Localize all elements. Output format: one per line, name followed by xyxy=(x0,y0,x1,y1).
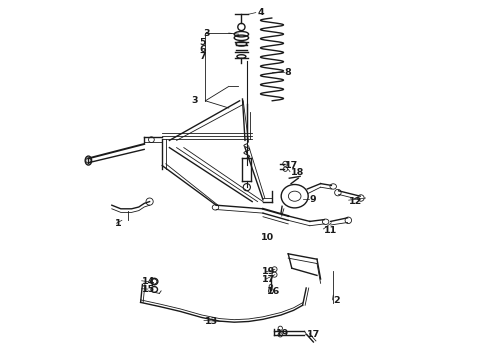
Text: 15: 15 xyxy=(143,285,155,294)
Text: 11: 11 xyxy=(324,226,338,235)
Text: 19: 19 xyxy=(275,328,289,338)
Text: 3: 3 xyxy=(204,29,210,38)
Text: 9: 9 xyxy=(310,195,317,204)
Text: 2: 2 xyxy=(333,296,340,305)
Text: 17: 17 xyxy=(285,161,298,170)
Text: 18: 18 xyxy=(291,168,304,177)
Text: 12: 12 xyxy=(349,197,363,206)
Text: 10: 10 xyxy=(261,233,274,242)
Text: 4: 4 xyxy=(258,8,264,17)
Text: 14: 14 xyxy=(143,277,156,286)
Text: 8: 8 xyxy=(285,68,292,77)
Text: 16: 16 xyxy=(267,287,280,296)
Text: 17: 17 xyxy=(307,330,320,339)
Text: 6: 6 xyxy=(199,45,205,54)
Text: 5: 5 xyxy=(199,38,205,47)
Text: 17: 17 xyxy=(262,275,275,284)
Text: 1: 1 xyxy=(116,220,122,229)
Text: 19: 19 xyxy=(262,267,275,276)
Text: 7: 7 xyxy=(199,52,205,61)
Text: 3: 3 xyxy=(192,96,198,105)
Text: 13: 13 xyxy=(205,317,218,325)
